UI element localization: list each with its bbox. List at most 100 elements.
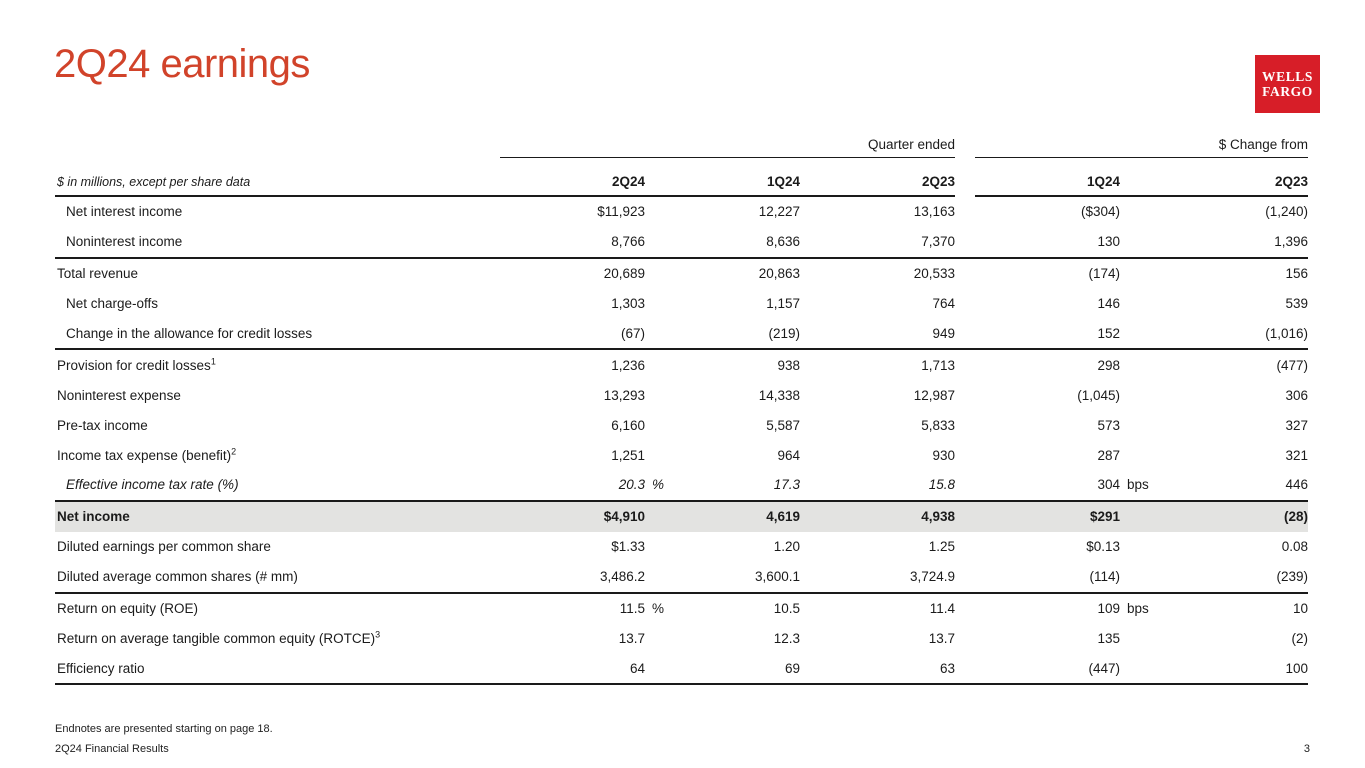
column-gap — [955, 227, 975, 258]
row-value: 3,600.1 — [754, 569, 800, 585]
wells-fargo-logo: WELLS FARGO — [1255, 55, 1320, 113]
table-body: Net interest income $11,923 12,227 13,163 ($… — [55, 196, 1309, 686]
table-row: Change in the allowance for credit losse… — [55, 319, 1308, 350]
row-label: Net income — [55, 499, 500, 532]
table-row: Income tax expense (benefit)2 1,251 964 930… — [55, 440, 1308, 470]
row-label: Change in the allowance for credit losse… — [66, 326, 313, 341]
row-value: $291 — [975, 499, 1121, 532]
table-row: Noninterest income 8,766 8,636 7,370 130 1,39… — [55, 227, 1308, 258]
row-value: 63 — [800, 653, 956, 686]
row-value: 764 — [932, 296, 956, 312]
row-value: 949 — [932, 326, 956, 341]
table-row: Diluted average common shares (# mm) 3,48… — [55, 562, 1308, 593]
row-value: (1,016) — [1265, 326, 1309, 341]
column-gap — [955, 319, 975, 350]
footnote-marker: 3 — [375, 629, 381, 640]
row-value: 0.08 — [1281, 539, 1309, 555]
page-title: 2Q24 earnings — [54, 42, 310, 86]
row-value: 3,486.2 — [599, 569, 645, 585]
row-value: 10 — [1120, 591, 1309, 624]
row-value: 8,766 — [611, 234, 645, 250]
row-value: 12.3 — [773, 630, 800, 646]
column-gap — [955, 440, 975, 470]
column-gap — [955, 532, 975, 562]
units-note: $ in millions, except per share data — [55, 157, 500, 197]
column-gap — [955, 653, 976, 686]
row-value: 4,619 — [645, 499, 800, 532]
row-value: 13.7 — [618, 630, 645, 646]
earnings-table: Quarter ended $ Change from $ in million… — [55, 128, 1309, 686]
row-value: 5,833 — [921, 417, 956, 433]
row-value: 304 bps — [975, 470, 1148, 501]
row-value: (447) — [975, 653, 1121, 686]
row-value: (1,240) — [1265, 204, 1309, 220]
column-gap — [955, 289, 975, 319]
group-header-quarter-ended: Quarter ended — [500, 128, 956, 158]
row-value: 14,338 — [758, 387, 800, 403]
row-value: 287 — [1097, 447, 1121, 463]
row-value: (477) — [1120, 348, 1309, 381]
row-value: 8,636 — [766, 234, 800, 250]
table-row: Return on equity (ROE) 11.5% 10.5 11.4 109 bp… — [55, 591, 1309, 624]
row-value: (174) — [975, 256, 1121, 289]
row-value: 10.5 — [645, 591, 800, 624]
row-value: 5,587 — [766, 417, 800, 433]
column-gap — [955, 348, 976, 381]
row-value: 109 bps — [975, 591, 1149, 624]
column-gap — [955, 256, 976, 289]
row-value: 930 — [932, 447, 956, 463]
column-header-change-2q23: 2Q23 — [1120, 157, 1309, 197]
column-gap — [955, 158, 975, 197]
row-label: Efficiency ratio — [55, 653, 500, 686]
column-header-row: $ in millions, except per share data 2Q2… — [55, 157, 1309, 197]
row-label: Diluted earnings per common share — [57, 539, 271, 555]
table-row: Efficiency ratio 64 69 63 (447) 100 — [55, 653, 1309, 686]
footnote-marker: 1 — [210, 356, 216, 367]
row-label: Noninterest expense — [57, 387, 181, 403]
row-value: 13,163 — [913, 204, 956, 220]
column-gap — [955, 410, 975, 440]
column-gap — [955, 499, 976, 532]
row-value: 7,370 — [921, 234, 956, 250]
row-value: (2) — [1291, 630, 1309, 646]
row-value: 938 — [645, 348, 800, 381]
row-label: Net interest income — [66, 204, 183, 220]
unit-suffix: % — [652, 477, 665, 493]
row-value: 11.4 — [800, 591, 956, 624]
row-value: 573 — [1097, 417, 1121, 433]
column-gap — [955, 196, 975, 227]
endnote-text: Endnotes are presented starting on page … — [55, 723, 273, 735]
row-value: 964 — [777, 447, 800, 463]
row-value: 156 — [1120, 256, 1309, 289]
row-value: $1.33 — [611, 539, 645, 555]
row-value: 15.8 — [928, 477, 956, 493]
column-gap — [955, 128, 975, 158]
column-header-1q24: 1Q24 — [645, 157, 800, 197]
table-row: Diluted earnings per common share $1.33 1.… — [55, 532, 1308, 562]
row-label: Pre-tax income — [57, 417, 148, 433]
column-header-change-1q24: 1Q24 — [975, 157, 1121, 197]
row-label: Return on equity (ROE) — [55, 591, 500, 624]
column-gap — [955, 380, 975, 410]
group-header-change-from: $ Change from — [975, 128, 1309, 158]
table-row: Net income $4,910 4,619 4,938 $291 (28) — [55, 499, 1309, 532]
table-row: Total revenue 20,689 20,863 20,533 (174) 156 — [55, 256, 1309, 289]
column-gap — [955, 591, 976, 624]
row-value: 12,227 — [758, 204, 800, 220]
row-value: 327 — [1285, 417, 1309, 433]
page-number: 3 — [1303, 743, 1310, 755]
column-header-2q23: 2Q23 — [800, 157, 956, 197]
row-value: 1,303 — [611, 296, 645, 312]
row-value: (1,045) — [1077, 387, 1121, 403]
row-value: (28) — [1120, 499, 1309, 532]
row-value: 298 — [975, 348, 1121, 381]
row-value: 1,713 — [800, 348, 956, 381]
row-value: 306 — [1285, 387, 1309, 403]
row-value: 1.20 — [773, 539, 800, 555]
row-value: 1,157 — [766, 296, 800, 312]
row-value: 539 — [1285, 296, 1309, 312]
table-row: Pre-tax income 6,160 5,587 5,833 573 327 — [55, 410, 1308, 440]
row-value: (239) — [1276, 569, 1309, 585]
row-value: 17.3 — [773, 477, 800, 493]
